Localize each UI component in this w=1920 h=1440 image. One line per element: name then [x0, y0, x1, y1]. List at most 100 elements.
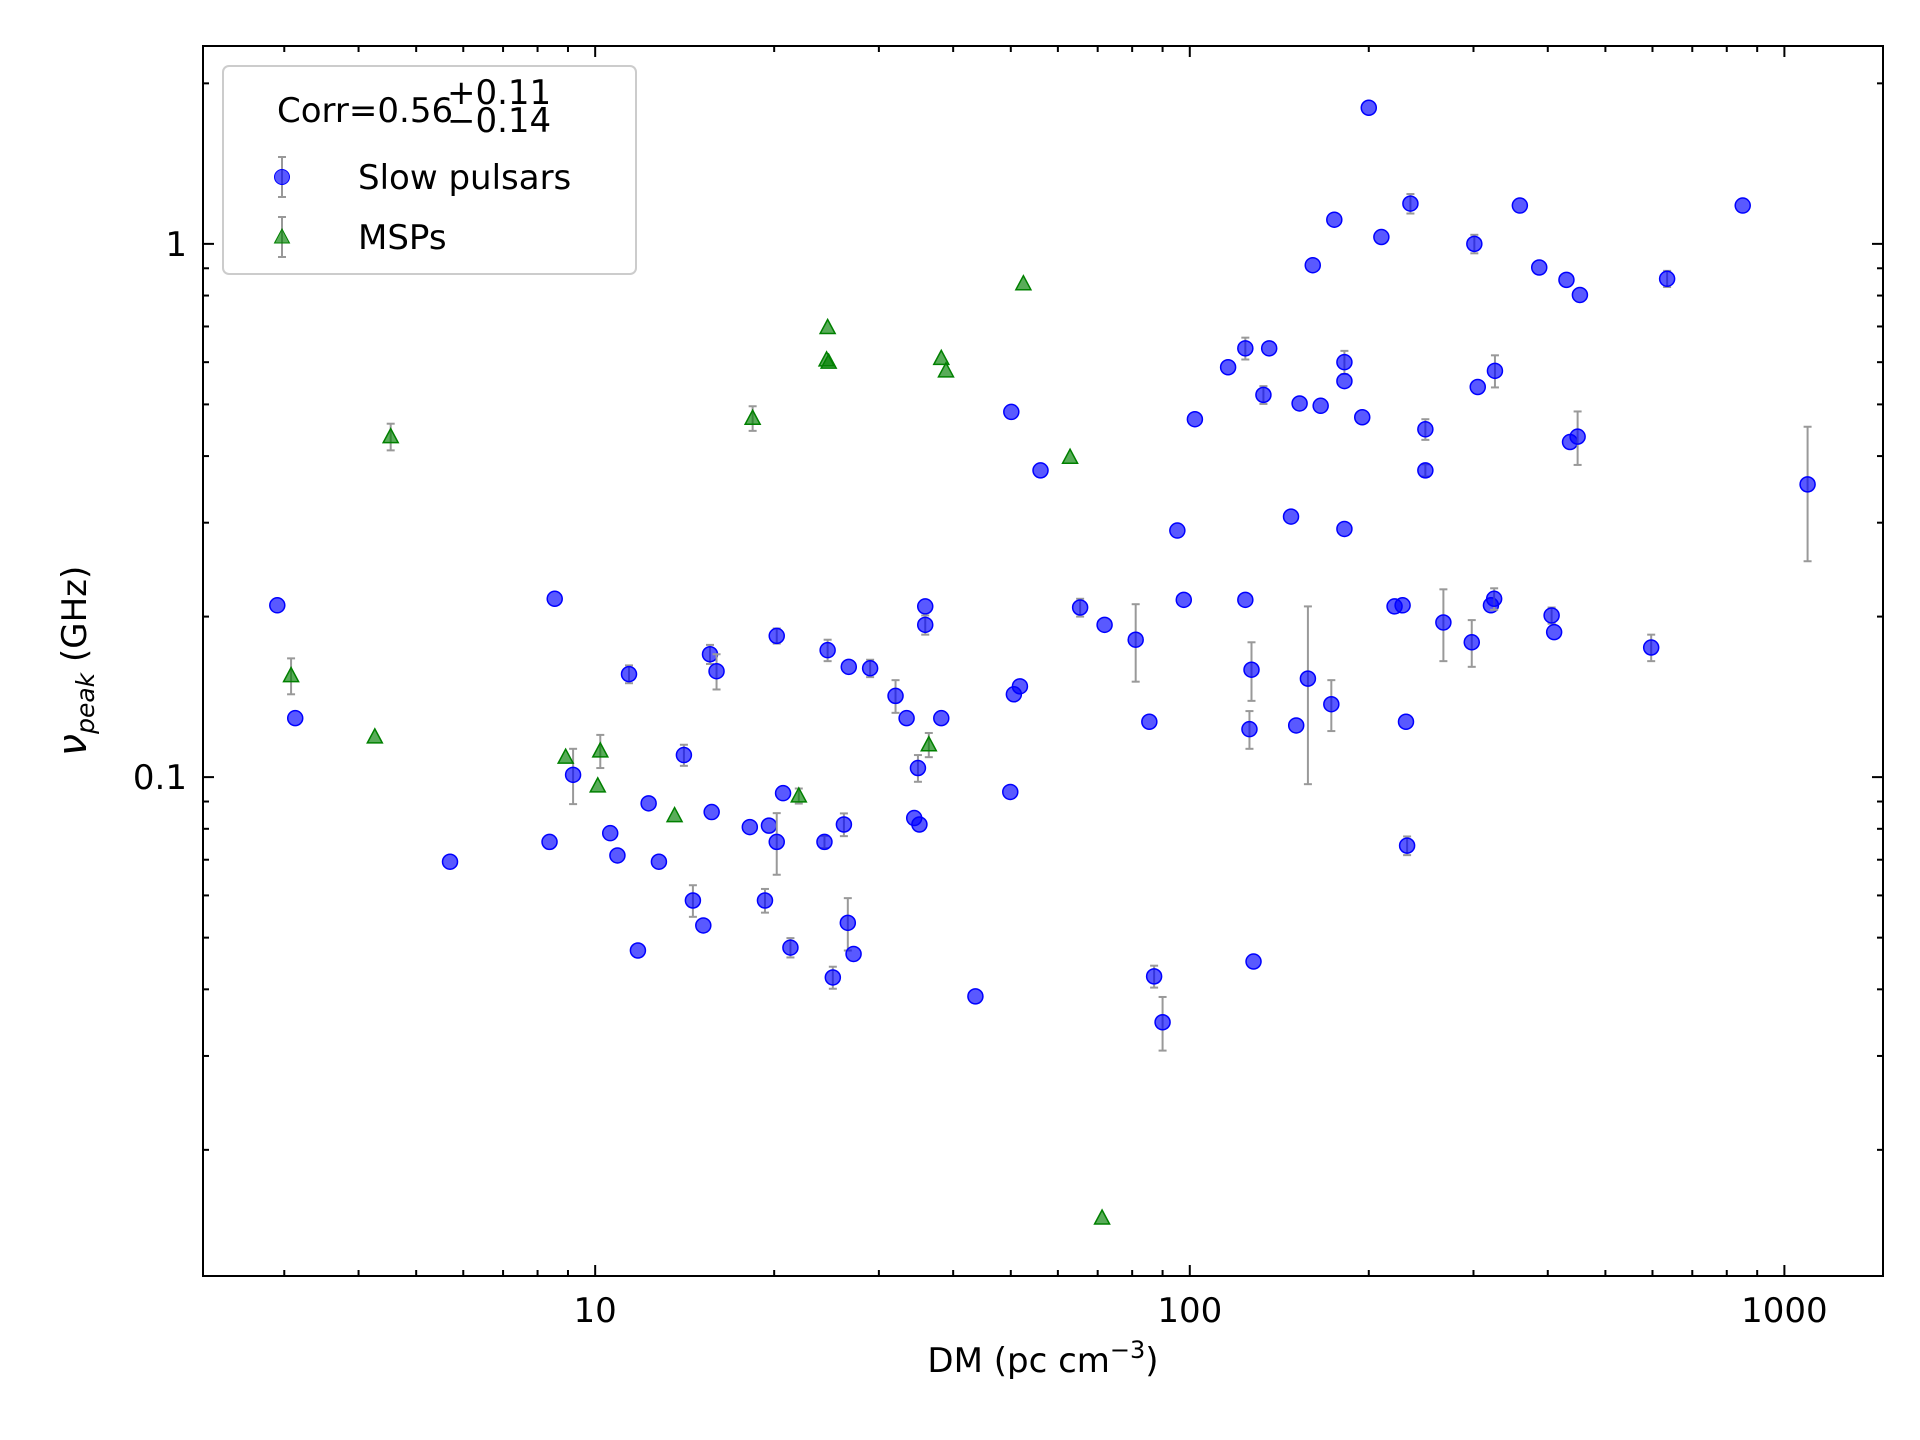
circle-point [861, 660, 879, 677]
circle-point [1002, 783, 1019, 801]
legend-title-upper: +0.11 [447, 73, 551, 113]
circle-point [1291, 395, 1308, 412]
triangle-point [665, 805, 684, 823]
triangle-point [588, 776, 607, 793]
triangle-point [556, 747, 575, 764]
x-label-sup: −3 [1110, 1336, 1145, 1364]
circle-point [675, 746, 693, 764]
circle-point [1336, 353, 1353, 371]
circle-point [782, 939, 799, 956]
circle-point [286, 709, 304, 727]
legend-box [222, 65, 637, 275]
circle-point [684, 892, 702, 909]
circle-point [703, 803, 720, 821]
circle-point [1402, 195, 1419, 212]
legend-marker [274, 169, 290, 185]
circle-point [1658, 270, 1676, 288]
circle-point [1435, 614, 1452, 631]
circle-point [601, 824, 619, 842]
circle-point [1336, 520, 1353, 538]
circle-point [1336, 372, 1353, 390]
triangle-point [381, 427, 400, 444]
circle-point [840, 658, 858, 676]
circle-point [741, 818, 759, 836]
circle-point [546, 590, 563, 608]
circle-point [1642, 639, 1660, 656]
circle-point [1255, 386, 1272, 404]
y-axis-label: νpeak (GHz) [50, 566, 100, 757]
circle-point [898, 709, 915, 727]
circle-point [1011, 678, 1029, 695]
circle-point [620, 665, 638, 683]
triangle-point [1061, 447, 1079, 464]
circle-point [1469, 378, 1487, 396]
circle-point [756, 892, 774, 909]
circle-point [967, 988, 984, 1005]
circle-point [916, 598, 934, 615]
circle-point [1397, 713, 1415, 731]
legend: Corr=0.56+0.11−0.14 Slow pulsars MSPs [222, 65, 637, 275]
circle-point [1241, 720, 1258, 738]
circle-point [1543, 607, 1560, 624]
circle-point [640, 795, 657, 812]
triangle-point [932, 348, 951, 366]
circle-point [1169, 522, 1186, 539]
circle-point [1145, 968, 1163, 985]
circle-point [1558, 271, 1575, 289]
legend-title: Corr=0.56 [277, 91, 453, 131]
triangle-point [1014, 274, 1033, 291]
circle-point [1299, 670, 1317, 687]
triangle-point [818, 317, 837, 335]
circle-point [1186, 410, 1204, 428]
y-label-symbol: ν [50, 734, 96, 756]
circle-point [1485, 590, 1503, 608]
y-tick-label: 1 [165, 225, 187, 265]
legend-label: Slow pulsars [358, 158, 571, 198]
legend-title-lower: −0.14 [447, 101, 551, 141]
triangle-point [790, 786, 808, 803]
x-tick-label: 1000 [1741, 1291, 1828, 1331]
circle-point [768, 627, 785, 645]
circle-point [629, 942, 647, 959]
circle-point [1486, 362, 1504, 380]
circle-point [1394, 597, 1411, 614]
circle-point [708, 662, 725, 680]
circle-point [1304, 256, 1322, 274]
circle-point [1323, 695, 1340, 713]
triangle-point [920, 735, 938, 752]
circle-point [845, 945, 862, 963]
circle-point [1237, 340, 1254, 357]
plot-frame [202, 45, 1884, 1277]
circle-point [916, 616, 934, 634]
circle-point [269, 597, 286, 614]
circle-point [1071, 599, 1089, 616]
triangle-point [743, 408, 762, 425]
circle-point [441, 853, 459, 870]
circle-point [816, 833, 833, 851]
triangle-point [282, 666, 300, 683]
circle-point [768, 833, 785, 851]
circle-point [1360, 99, 1378, 116]
circle-point [1466, 235, 1483, 253]
triangle-point [937, 361, 955, 378]
circle-point [1417, 462, 1434, 479]
legend-label: MSPs [358, 218, 447, 258]
circle-point [933, 709, 950, 727]
circle-point [650, 853, 668, 870]
circle-point [1154, 1013, 1171, 1031]
circle-point [1569, 428, 1586, 445]
circle-point [1282, 508, 1300, 525]
circle-point [1417, 421, 1434, 438]
circle-point [609, 847, 626, 864]
circle-point [1287, 717, 1305, 734]
circle-point [1353, 409, 1371, 426]
circle-point [1237, 591, 1254, 609]
circle-point [1545, 623, 1563, 641]
circle-point [1141, 713, 1158, 731]
circle-point [819, 641, 836, 659]
circle-point [1463, 634, 1481, 651]
circle-point [1096, 616, 1113, 634]
circle-point [1219, 358, 1237, 376]
